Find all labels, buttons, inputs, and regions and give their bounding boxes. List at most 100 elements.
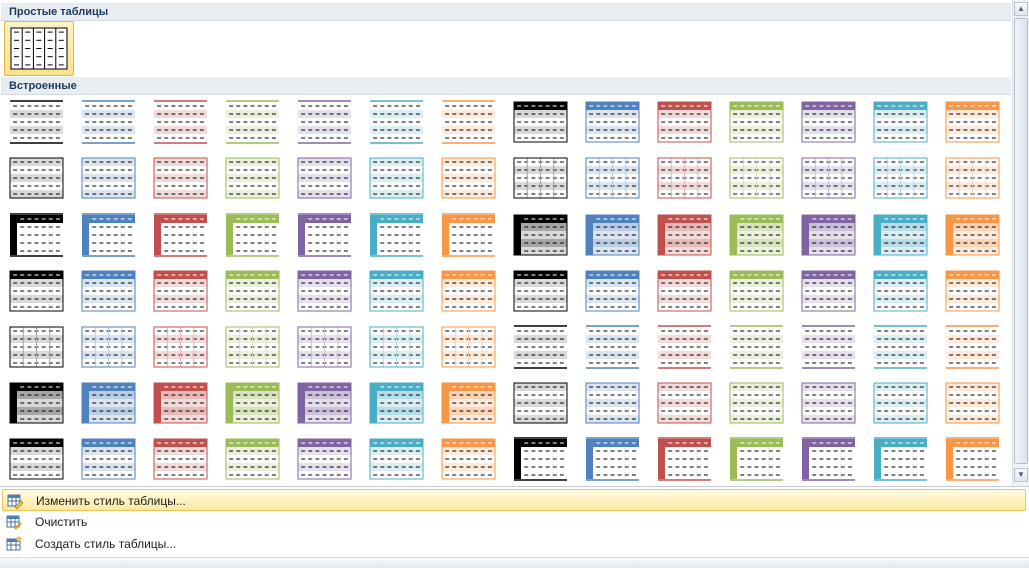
table-style-thumbnail[interactable] (513, 436, 570, 484)
table-style-thumbnail[interactable] (585, 380, 642, 428)
table-style-thumbnail[interactable] (297, 380, 354, 428)
table-style-thumbnail[interactable] (945, 212, 1002, 260)
table-style-thumbnail[interactable] (585, 99, 642, 147)
table-style-thumbnail[interactable] (441, 324, 498, 372)
table-style-thumbnail[interactable] (9, 99, 66, 147)
table-style-thumbnail[interactable] (513, 212, 570, 260)
table-style-thumbnail[interactable] (873, 155, 930, 203)
table-style-thumbnail[interactable] (657, 99, 714, 147)
table-style-thumbnail[interactable] (153, 324, 210, 372)
gallery-scrollbar[interactable]: ▲ ▼ (1012, 0, 1029, 486)
table-style-thumbnail[interactable] (801, 99, 858, 147)
table-style-thumbnail[interactable] (81, 212, 138, 260)
scroll-up-button[interactable]: ▲ (1014, 2, 1028, 16)
table-style-thumbnail[interactable] (153, 436, 210, 484)
table-style-thumbnail[interactable] (441, 436, 498, 484)
table-style-thumbnail[interactable] (441, 268, 498, 316)
table-style-thumbnail[interactable] (513, 155, 570, 203)
table-style-thumbnail[interactable] (369, 268, 426, 316)
table-style-thumbnail[interactable] (513, 268, 570, 316)
table-style-thumbnail[interactable] (369, 436, 426, 484)
table-style-thumbnail[interactable] (81, 99, 138, 147)
table-style-thumbnail[interactable] (225, 380, 282, 428)
table-style-thumbnail[interactable] (513, 324, 570, 372)
table-style-thumbnail[interactable] (225, 212, 282, 260)
table-style-thumbnail[interactable] (81, 268, 138, 316)
table-style-thumbnail[interactable] (585, 324, 642, 372)
table-style-thumbnail[interactable] (585, 436, 642, 484)
table-style-thumbnail[interactable] (81, 155, 138, 203)
table-style-thumbnail[interactable] (657, 212, 714, 260)
table-style-thumbnail[interactable] (801, 155, 858, 203)
table-style-thumbnail[interactable] (585, 155, 642, 203)
table-style-thumbnail[interactable] (729, 268, 786, 316)
table-style-thumbnail[interactable] (441, 380, 498, 428)
table-style-thumbnail[interactable] (297, 436, 354, 484)
modify-table-style-item[interactable]: Изменить стиль таблицы... (2, 489, 1026, 511)
table-style-thumbnail[interactable] (153, 380, 210, 428)
table-style-thumbnail[interactable] (657, 324, 714, 372)
table-style-thumbnail[interactable] (441, 212, 498, 260)
table-style-thumbnail[interactable] (153, 155, 210, 203)
table-style-thumbnail[interactable] (297, 212, 354, 260)
table-style-thumbnail[interactable] (369, 212, 426, 260)
table-style-thumbnail[interactable] (513, 99, 570, 147)
new-table-style-item[interactable]: Создать стиль таблицы... (2, 533, 1026, 555)
table-style-thumbnail[interactable] (801, 324, 858, 372)
table-style-thumbnail[interactable] (873, 99, 930, 147)
table-style-thumbnail[interactable] (945, 436, 1002, 484)
table-style-thumbnail[interactable] (9, 436, 66, 484)
table-style-thumbnail[interactable] (657, 436, 714, 484)
resize-grip[interactable] (0, 557, 1029, 568)
table-style-thumbnail[interactable] (81, 324, 138, 372)
table-style-thumbnail[interactable] (153, 268, 210, 316)
table-style-thumbnail[interactable] (873, 324, 930, 372)
table-style-thumbnail[interactable] (729, 380, 786, 428)
table-style-thumbnail[interactable] (9, 155, 66, 203)
table-style-thumbnail[interactable] (441, 155, 498, 203)
table-style-thumbnail[interactable] (297, 155, 354, 203)
table-style-thumbnail[interactable] (225, 155, 282, 203)
table-style-thumbnail[interactable] (729, 436, 786, 484)
table-style-thumbnail[interactable] (729, 212, 786, 260)
table-style-thumbnail[interactable] (729, 155, 786, 203)
table-style-thumbnail[interactable] (801, 268, 858, 316)
table-style-thumbnail[interactable] (657, 268, 714, 316)
table-style-plain-grid[interactable] (4, 21, 74, 76)
table-style-thumbnail[interactable] (945, 155, 1002, 203)
table-style-thumbnail[interactable] (369, 324, 426, 372)
table-style-thumbnail[interactable] (81, 380, 138, 428)
table-style-thumbnail[interactable] (81, 436, 138, 484)
table-style-thumbnail[interactable] (297, 268, 354, 316)
table-style-thumbnail[interactable] (297, 324, 354, 372)
table-style-thumbnail[interactable] (873, 436, 930, 484)
table-style-thumbnail[interactable] (873, 380, 930, 428)
table-style-thumbnail[interactable] (873, 268, 930, 316)
table-style-thumbnail[interactable] (945, 99, 1002, 147)
table-style-thumbnail[interactable] (369, 380, 426, 428)
table-style-thumbnail[interactable] (225, 268, 282, 316)
table-style-thumbnail[interactable] (513, 380, 570, 428)
table-style-thumbnail[interactable] (801, 212, 858, 260)
table-style-thumbnail[interactable] (9, 268, 66, 316)
table-style-thumbnail[interactable] (729, 324, 786, 372)
table-style-thumbnail[interactable] (585, 212, 642, 260)
table-style-thumbnail[interactable] (225, 99, 282, 147)
table-style-thumbnail[interactable] (225, 324, 282, 372)
table-style-thumbnail[interactable] (153, 212, 210, 260)
table-style-thumbnail[interactable] (225, 436, 282, 484)
table-style-thumbnail[interactable] (153, 99, 210, 147)
table-style-thumbnail[interactable] (945, 324, 1002, 372)
table-style-thumbnail[interactable] (369, 155, 426, 203)
table-style-thumbnail[interactable] (801, 436, 858, 484)
table-style-thumbnail[interactable] (369, 99, 426, 147)
table-style-thumbnail[interactable] (945, 380, 1002, 428)
table-style-thumbnail[interactable] (9, 380, 66, 428)
table-style-thumbnail[interactable] (801, 380, 858, 428)
table-style-thumbnail[interactable] (657, 155, 714, 203)
table-style-thumbnail[interactable] (441, 99, 498, 147)
table-style-thumbnail[interactable] (657, 380, 714, 428)
table-style-thumbnail[interactable] (873, 212, 930, 260)
table-style-thumbnail[interactable] (9, 324, 66, 372)
scroll-down-button[interactable]: ▼ (1014, 468, 1028, 482)
